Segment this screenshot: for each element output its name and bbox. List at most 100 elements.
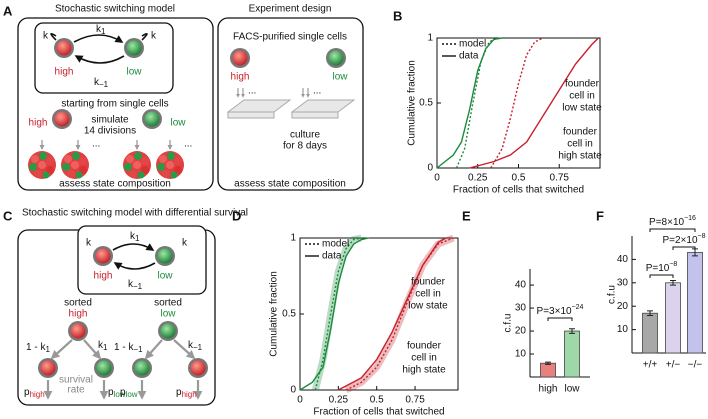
y-axis-title: Cumulative fraction (269, 271, 280, 357)
category-label: high (539, 384, 558, 395)
model-box (77, 225, 207, 295)
y-tick-label: 0 (290, 385, 296, 396)
p-base: p (108, 387, 114, 398)
survival-label: phigh (176, 387, 197, 399)
state-label: low (170, 118, 186, 129)
y-axis-title: c.f.u (607, 285, 618, 304)
cell-low (132, 358, 152, 378)
step-text: sorted (64, 298, 92, 309)
rate-base: k (188, 340, 194, 351)
colony (28, 151, 56, 179)
cdf-line (490, 37, 544, 169)
bar (687, 251, 703, 354)
p-base: p (176, 387, 182, 398)
legend-label: model (322, 239, 349, 250)
arrows (236, 88, 310, 98)
survival-note: survival (59, 375, 93, 386)
p-value-exponent: −24 (572, 304, 584, 311)
bar (642, 312, 658, 354)
y-tick-label: 10 (617, 324, 629, 335)
rate-base: k (94, 77, 100, 88)
rate-label: k1 (98, 340, 108, 352)
step-text: 14 divisions (84, 126, 136, 137)
comparison-bracket (649, 228, 696, 232)
rate-sub: 1 (101, 27, 106, 36)
p-value-base: P=10 (646, 263, 670, 274)
rate-base: k (98, 340, 104, 351)
rate-label: k (43, 31, 49, 42)
p-value: P=2×10−8 (662, 233, 705, 246)
cell-high (230, 48, 250, 68)
x-tick-label: 0.25 (468, 173, 488, 184)
diagram-title: Stochastic switching model with differen… (22, 208, 248, 219)
arrow (112, 243, 155, 251)
comparison-bracket (649, 274, 674, 278)
rate-base: 1 - k (114, 342, 134, 353)
rate-label: k (86, 238, 92, 249)
rate-base: 1 - k (26, 342, 46, 353)
step-text: for 8 days (283, 141, 327, 152)
rate-sub: −1 (193, 343, 203, 352)
survival-label: phigh (24, 387, 45, 399)
category-label: low (564, 384, 580, 395)
state-label: low (160, 309, 176, 320)
p-sub: high (182, 390, 197, 399)
y-tick-label: 10 (515, 349, 527, 360)
rate-base: k (128, 279, 134, 290)
y-axis-title: c.f.u (503, 314, 514, 333)
step-text: starting from single cells (61, 99, 168, 110)
diagram-title: Experiment design (249, 4, 332, 15)
state-label: high (69, 309, 88, 320)
x-axis-title: Fraction of cells that switched (313, 407, 444, 418)
ellipsis: ... (184, 139, 192, 150)
bar (540, 362, 556, 378)
cell-low (142, 109, 162, 129)
cell-low (155, 246, 175, 266)
legend-label: data (459, 51, 479, 62)
cdf-line (345, 237, 454, 391)
legend-label: model (459, 39, 486, 50)
error-bar (545, 361, 551, 365)
bar (564, 330, 580, 378)
y-tick-label: 30 (515, 303, 527, 314)
plate (290, 99, 356, 119)
annotation: cell in (411, 353, 437, 364)
cdf-line (469, 37, 599, 169)
cell-high (188, 358, 208, 378)
x-tick-label: 0 (297, 395, 303, 406)
rate-sub: −1 (99, 80, 109, 89)
panel-box (217, 17, 364, 191)
y-tick-label: 30 (617, 277, 629, 288)
rate-sub: −1 (133, 282, 143, 291)
error-bar (647, 310, 653, 317)
y-tick-label: 20 (515, 326, 527, 337)
step-text: sorted (154, 298, 182, 309)
p-sub: low (126, 390, 138, 399)
cell-low (326, 48, 346, 68)
y-tick-label: 1 (427, 33, 433, 44)
annotation: high state (558, 151, 602, 162)
survival-note: rate (67, 385, 85, 396)
rate-label: k1 (130, 231, 140, 243)
rate-label: k (151, 31, 157, 42)
annotation: low state (562, 103, 602, 114)
ellipsis: ... (92, 139, 100, 150)
cell-high (38, 358, 58, 378)
model-box (34, 22, 174, 94)
step-text: FACS-purified single cells (233, 32, 347, 43)
rate-sub: 1 (45, 345, 50, 354)
plate (226, 99, 292, 119)
state-label: high (231, 72, 250, 83)
rate-sub: 1 (103, 343, 108, 352)
y-tick-label: 0 (427, 163, 433, 174)
p-value-base: P=3×10 (537, 306, 572, 317)
state-label: low (332, 72, 348, 83)
panel-label: F (596, 208, 604, 223)
p-base: p (120, 387, 126, 398)
x-tick-label: 0.5 (512, 173, 526, 184)
x-tick-label: 0 (434, 173, 440, 184)
annotation: founder (565, 79, 600, 90)
p-value: P=10−8 (646, 261, 678, 274)
p-value-exponent: −8 (669, 261, 677, 268)
rate-sub: 1 (135, 234, 140, 243)
